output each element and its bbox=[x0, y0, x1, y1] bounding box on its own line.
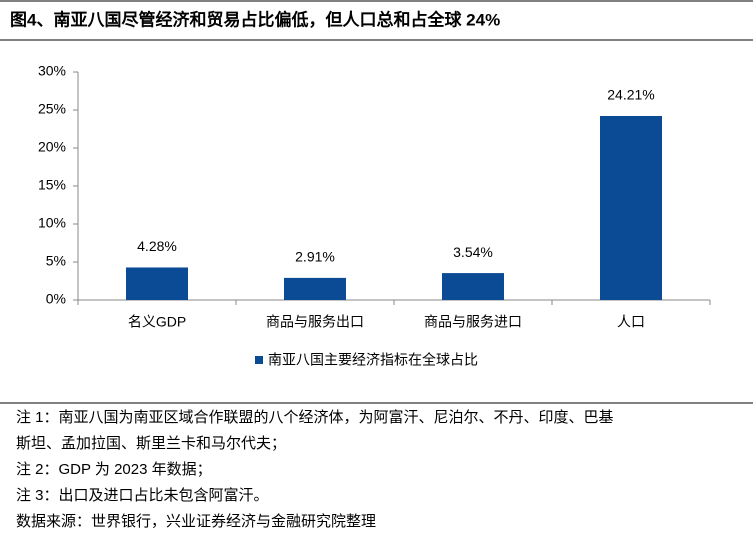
y-tick-label: 15% bbox=[38, 177, 66, 193]
note: 数据来源：世界银行，兴业证券经济与金融研究院整理 bbox=[16, 512, 376, 530]
x-tick-label: 人口 bbox=[617, 314, 645, 330]
legend-swatch bbox=[255, 356, 263, 364]
note: 注 1：南亚八国为南亚区域合作联盟的八个经济体，为阿富汗、尼泊尔、不丹、印度、巴… bbox=[16, 408, 614, 426]
bar bbox=[600, 116, 662, 300]
x-tick-label: 商品与服务出口 bbox=[266, 314, 364, 330]
note: 注 2：GDP 为 2023 年数据； bbox=[16, 461, 212, 478]
y-tick-label: 20% bbox=[38, 139, 66, 155]
value-label: 24.21% bbox=[607, 87, 654, 103]
note: 注 3：出口及进口占比未包含阿富汗。 bbox=[16, 486, 269, 504]
value-label: 3.54% bbox=[453, 244, 493, 260]
x-tick-label: 名义GDP bbox=[128, 314, 186, 330]
note: 斯坦、孟加拉国、斯里兰卡和马尔代夫； bbox=[16, 435, 286, 452]
y-tick-label: 5% bbox=[46, 253, 66, 269]
bar bbox=[442, 273, 504, 300]
bar bbox=[284, 277, 346, 300]
y-tick-label: 30% bbox=[38, 63, 66, 79]
legend-label: 南亚八国主要经济指标在全球占比 bbox=[268, 352, 478, 368]
bar bbox=[126, 267, 188, 300]
value-label: 2.91% bbox=[295, 249, 335, 265]
value-label: 4.28% bbox=[137, 238, 177, 254]
y-tick-label: 0% bbox=[46, 291, 66, 307]
chart-title: 图4、南亚八国尽管经济和贸易占比偏低，但人口总和占全球 24% bbox=[10, 9, 500, 29]
y-tick-label: 25% bbox=[38, 101, 66, 117]
y-tick-label: 10% bbox=[38, 215, 66, 231]
x-tick-label: 商品与服务进口 bbox=[424, 314, 522, 330]
